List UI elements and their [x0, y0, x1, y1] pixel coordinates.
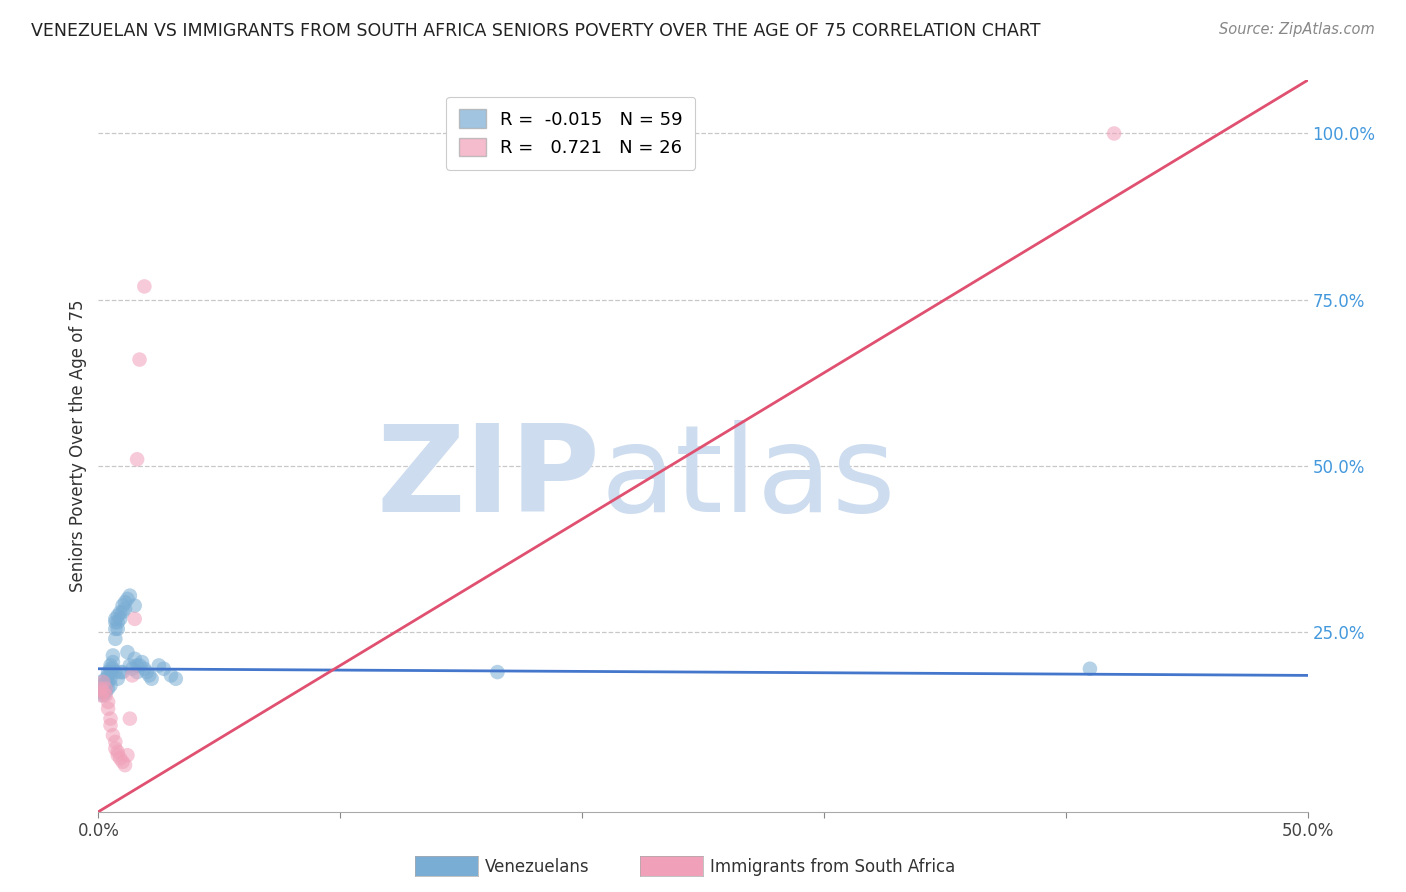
Point — [1102, 127, 1125, 141]
Point — [100, 718, 122, 732]
Point — [91, 689, 114, 703]
Point — [100, 712, 122, 726]
Point — [100, 665, 122, 679]
Point — [134, 662, 156, 676]
Point — [97, 665, 120, 679]
Point — [100, 672, 122, 686]
Point — [94, 672, 117, 686]
Point — [165, 672, 187, 686]
Y-axis label: Seniors Poverty Over the Age of 75: Seniors Poverty Over the Age of 75 — [69, 300, 87, 592]
Point — [141, 672, 163, 686]
Point — [101, 728, 124, 742]
Point — [104, 632, 127, 646]
Point — [108, 751, 131, 765]
Text: ZIP: ZIP — [377, 420, 600, 537]
Point — [127, 665, 149, 679]
Point — [118, 712, 141, 726]
Legend: R =  -0.015   N = 59, R =   0.721   N = 26: R = -0.015 N = 59, R = 0.721 N = 26 — [446, 96, 696, 169]
Point — [94, 681, 117, 696]
Text: atlas: atlas — [600, 420, 896, 537]
Point — [121, 668, 143, 682]
Point — [114, 595, 136, 609]
Point — [91, 685, 114, 699]
Text: Source: ZipAtlas.com: Source: ZipAtlas.com — [1219, 22, 1375, 37]
Point — [128, 658, 150, 673]
Point — [97, 701, 120, 715]
Point — [97, 675, 120, 690]
Point — [100, 658, 122, 673]
Point — [94, 681, 117, 696]
Point — [104, 735, 127, 749]
Point — [117, 645, 139, 659]
Point — [124, 599, 146, 613]
Point — [107, 745, 129, 759]
Point — [91, 678, 114, 692]
Point — [124, 612, 146, 626]
Point — [117, 591, 139, 606]
Point — [97, 695, 120, 709]
Point — [138, 668, 160, 682]
Point — [486, 665, 509, 679]
Text: Immigrants from South Africa: Immigrants from South Africa — [710, 858, 955, 876]
Point — [100, 662, 122, 676]
Point — [134, 279, 156, 293]
Point — [131, 655, 153, 669]
Point — [114, 602, 136, 616]
Point — [101, 648, 124, 663]
Text: VENEZUELAN VS IMMIGRANTS FROM SOUTH AFRICA SENIORS POVERTY OVER THE AGE OF 75 CO: VENEZUELAN VS IMMIGRANTS FROM SOUTH AFRI… — [31, 22, 1040, 40]
Point — [90, 689, 112, 703]
Point — [127, 452, 149, 467]
Point — [101, 662, 124, 676]
Point — [124, 652, 146, 666]
Point — [114, 758, 136, 772]
Point — [107, 748, 129, 763]
Point — [97, 668, 120, 682]
Point — [118, 589, 141, 603]
Point — [148, 658, 170, 673]
Point — [104, 615, 127, 630]
Point — [111, 665, 134, 679]
Point — [94, 675, 117, 690]
Point — [152, 662, 174, 676]
Point — [91, 685, 114, 699]
Point — [160, 668, 183, 682]
Point — [118, 658, 141, 673]
Point — [91, 675, 114, 690]
Point — [107, 615, 129, 630]
Point — [111, 599, 134, 613]
Point — [127, 658, 149, 673]
Point — [108, 612, 131, 626]
Point — [94, 685, 117, 699]
Point — [128, 352, 150, 367]
Point — [111, 605, 134, 619]
Point — [90, 681, 112, 696]
Point — [108, 605, 131, 619]
Point — [90, 685, 112, 699]
Point — [108, 665, 131, 679]
Point — [135, 665, 157, 679]
Point — [121, 662, 143, 676]
Point — [107, 608, 129, 623]
Point — [97, 681, 120, 696]
Point — [104, 741, 127, 756]
Point — [107, 622, 129, 636]
Text: Venezuelans: Venezuelans — [485, 858, 589, 876]
Point — [100, 678, 122, 692]
Point — [111, 755, 134, 769]
Point — [94, 689, 117, 703]
Point — [101, 655, 124, 669]
Point — [117, 748, 139, 763]
Point — [104, 622, 127, 636]
Point — [104, 665, 127, 679]
Point — [1078, 662, 1101, 676]
Point — [104, 612, 127, 626]
Point — [107, 672, 129, 686]
Point — [90, 675, 112, 690]
